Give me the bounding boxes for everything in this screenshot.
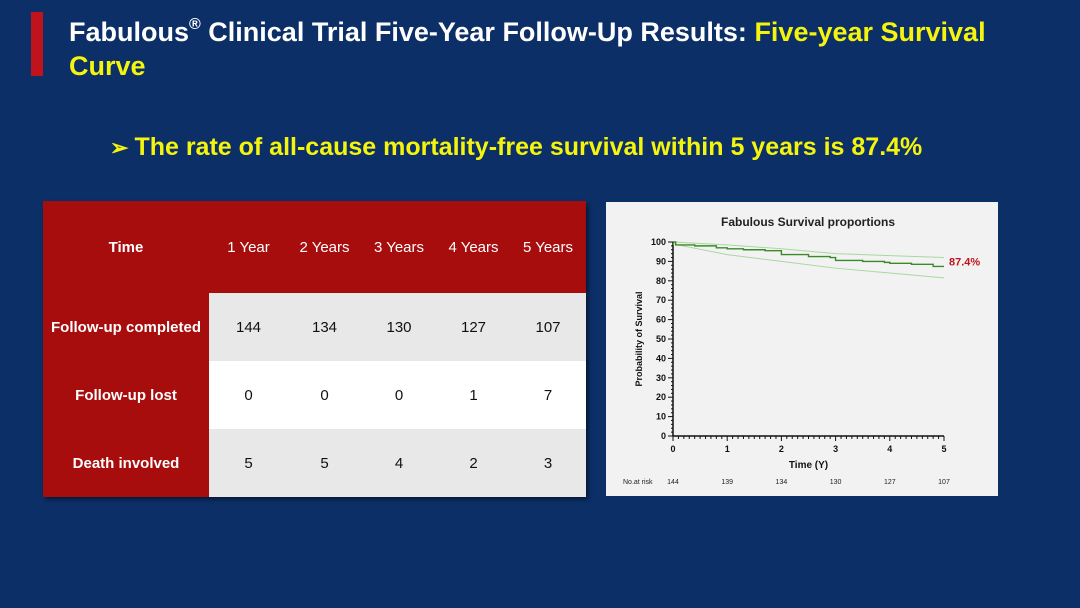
column-header: 4 Years <box>437 201 510 293</box>
at-risk-value: 144 <box>667 479 679 486</box>
y-tick-label: 50 <box>656 334 666 344</box>
y-tick-label: 90 <box>656 256 666 266</box>
key-finding-text: The rate of all-cause mortality-free sur… <box>134 133 923 161</box>
table-cell: 0 <box>209 361 288 429</box>
row-header: Follow-up completed <box>43 293 209 361</box>
y-tick-label: 80 <box>656 276 666 286</box>
survival-chart: Fabulous Survival proportions 0 10 20 30 40 50… <box>606 202 998 496</box>
y-tick-label: 0 <box>661 431 666 441</box>
y-tick-label: 100 <box>651 237 666 247</box>
at-risk-label: No.at risk <box>623 479 653 486</box>
x-tick-label: 0 <box>670 444 675 454</box>
table-cell: 134 <box>288 293 361 361</box>
column-header-time: Time <box>43 201 209 293</box>
survival-chart-svg: Fabulous Survival proportions01020304050… <box>623 215 980 486</box>
arrow-bullet-icon: ➢ <box>110 135 129 160</box>
table-header-row: Time 1 Year 2 Years 3 Years 4 Years 5 Ye… <box>43 201 586 293</box>
x-tick-label: 1 <box>725 444 730 454</box>
final-survival-label: 87.4% <box>949 256 980 268</box>
table-cell: 127 <box>437 293 510 361</box>
y-tick-label: 20 <box>656 392 666 402</box>
y-tick-label: 10 <box>656 412 666 422</box>
column-header: 5 Years <box>510 201 586 293</box>
table-cell: 0 <box>361 361 437 429</box>
column-header: 3 Years <box>361 201 437 293</box>
at-risk-value: 139 <box>721 479 733 486</box>
table-cell: 1 <box>437 361 510 429</box>
title-accent-bar <box>31 12 43 76</box>
y-tick-label: 60 <box>656 315 666 325</box>
registered-mark: ® <box>189 16 201 33</box>
table-row: Follow-up lost 0 0 0 1 7 <box>43 361 586 429</box>
x-axis-label: Time (Y) <box>789 460 828 471</box>
x-tick-label: 4 <box>887 444 892 454</box>
table-cell: 5 <box>209 429 288 497</box>
at-risk-value: 107 <box>938 479 950 486</box>
title-main: Clinical Trial Five-Year Follow-Up Resul… <box>200 17 755 47</box>
x-tick-label: 5 <box>941 444 946 454</box>
table-cell: 107 <box>510 293 586 361</box>
table-cell: 0 <box>288 361 361 429</box>
table-cell: 2 <box>437 429 510 497</box>
slide-title: Fabulous® Clinical Trial Five-Year Follo… <box>69 10 1059 83</box>
x-tick-label: 2 <box>779 444 784 454</box>
y-tick-label: 30 <box>656 373 666 383</box>
key-finding-bullet: ➢ The rate of all-cause mortality-free su… <box>110 133 922 162</box>
at-risk-value: 134 <box>776 479 788 486</box>
y-axis-label: Probability of Survival <box>634 291 644 386</box>
row-header: Follow-up lost <box>43 361 209 429</box>
follow-up-table: Time 1 Year 2 Years 3 Years 4 Years 5 Ye… <box>43 201 586 497</box>
table-cell: 144 <box>209 293 288 361</box>
table-cell: 7 <box>510 361 586 429</box>
row-header: Death involved <box>43 429 209 497</box>
title-brand: Fabulous <box>69 17 189 47</box>
column-header: 1 Year <box>209 201 288 293</box>
table-cell: 130 <box>361 293 437 361</box>
at-risk-value: 127 <box>884 479 896 486</box>
y-tick-label: 40 <box>656 353 666 363</box>
title-highlight: Five-year Survival Curve <box>69 17 986 81</box>
survival-curve-line <box>673 241 944 268</box>
table-cell: 3 <box>510 429 586 497</box>
x-tick-label: 3 <box>833 444 838 454</box>
at-risk-value: 130 <box>830 479 842 486</box>
ci-upper-line <box>672 241 945 259</box>
column-header: 2 Years <box>288 201 361 293</box>
ci-lower-line <box>672 243 945 279</box>
table-row: Follow-up completed 144 134 130 127 107 <box>43 293 586 361</box>
table-cell: 4 <box>361 429 437 497</box>
y-tick-label: 70 <box>656 295 666 305</box>
table-row: Death involved 5 5 4 2 3 <box>43 429 586 497</box>
chart-title: Fabulous Survival proportions <box>721 215 895 229</box>
table-cell: 5 <box>288 429 361 497</box>
